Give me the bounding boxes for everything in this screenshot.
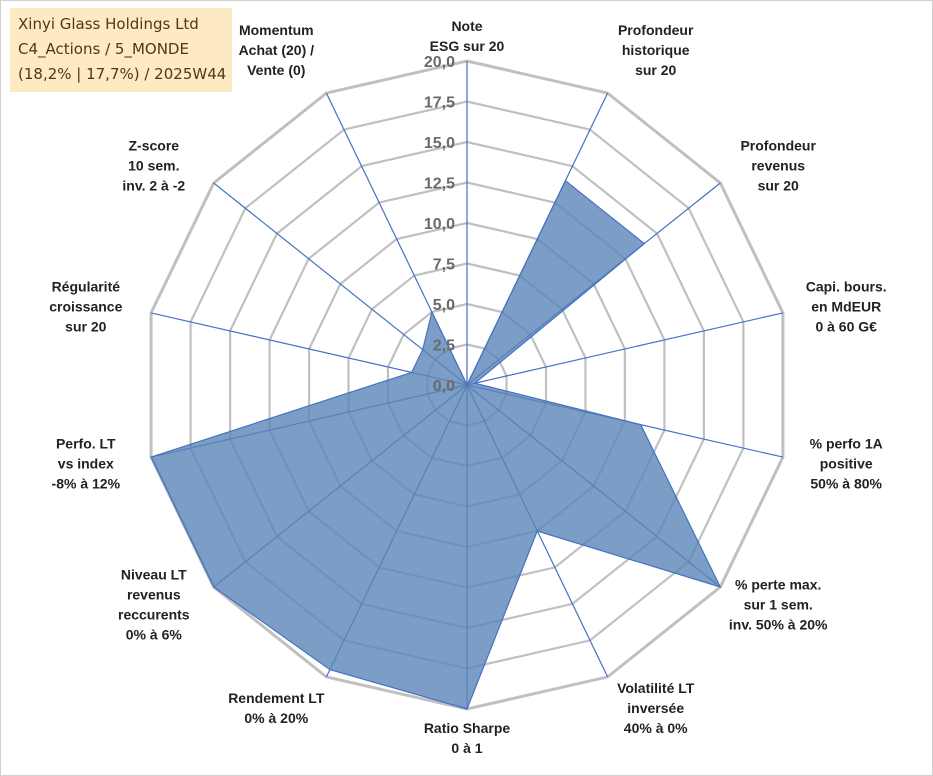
tick-label-8: 20,0 <box>424 54 455 71</box>
axis-label-6: Volatilité LT inversée 40% à 0% <box>617 680 695 736</box>
axis-label-5: % perte max. sur 1 sem. inv. 50% à 20% <box>729 577 828 633</box>
axis-label-12-line-2: inv. 2 à -2 <box>122 178 185 194</box>
axis-label-1: Profondeur historique sur 20 <box>618 22 694 78</box>
axis-label-3: Capi. bours. en MdEUR 0 à 60 G€ <box>806 279 887 335</box>
axis-label-11: Régularité croissance sur 20 <box>49 279 122 335</box>
axis-label-2-line-2: sur 20 <box>758 178 799 194</box>
axis-label-13-line-0: Momentum <box>239 22 314 38</box>
axis-label-4-line-2: 50% à 80% <box>810 475 882 491</box>
axis-label-9-line-0: Niveau LT <box>121 567 187 583</box>
series-area-0 <box>150 179 722 710</box>
axis-label-2-line-0: Profondeur <box>740 138 816 154</box>
axis-label-4: % perfo 1A positive 50% à 80% <box>810 435 883 491</box>
tick-label-0: 0,0 <box>433 378 455 395</box>
axis-label-6-line-1: inversée <box>627 700 684 716</box>
axis-label-12: Z-score 10 sem. inv. 2 à -2 <box>122 138 185 194</box>
axis-label-7-line-1: 0 à 1 <box>451 740 482 756</box>
axis-label-9-line-2: reccurents <box>118 607 190 623</box>
axis-label-12-line-0: Z-score <box>129 138 180 154</box>
axis-label-3-line-2: 0 à 60 G€ <box>815 319 877 335</box>
info-company-name: Xinyi Glass Holdings Ltd <box>18 15 199 33</box>
axis-label-6-line-2: 40% à 0% <box>624 720 688 736</box>
axis-label-1-line-1: historique <box>622 42 690 58</box>
axis-label-11-line-1: croissance <box>49 299 122 315</box>
axis-label-3-line-0: Capi. bours. <box>806 279 887 295</box>
tick-label-5: 12,5 <box>424 176 455 193</box>
axis-label-0: Note ESG sur 20 <box>430 18 505 54</box>
info-box: Xinyi Glass Holdings Ltd C4_Actions / 5_… <box>10 8 232 92</box>
axis-label-5-line-2: inv. 50% à 20% <box>729 617 828 633</box>
axis-label-11-line-2: sur 20 <box>65 319 106 335</box>
axis-label-11-line-0: Régularité <box>52 279 121 295</box>
series-layer <box>150 179 722 710</box>
axis-label-8: Rendement LT 0% à 20% <box>228 690 325 726</box>
axis-label-3-line-1: en MdEUR <box>811 299 881 315</box>
axis-label-7-line-0: Ratio Sharpe <box>424 720 511 736</box>
axis-label-13-line-1: Achat (20) / <box>239 42 315 58</box>
tick-label-6: 15,0 <box>424 135 455 152</box>
axis-label-13-line-2: Vente (0) <box>247 62 305 78</box>
axis-label-10-line-0: Perfo. LT <box>56 435 116 451</box>
axis-label-8-line-0: Rendement LT <box>228 690 325 706</box>
label-layer: Note ESG sur 20 Profondeur historique sur 20… <box>49 18 886 756</box>
axis-label-9-line-1: revenus <box>127 587 181 603</box>
axis-label-13: Momentum Achat (20) / Vente (0) <box>239 22 315 78</box>
axis-label-10: Perfo. LT vs index -8% à 12% <box>52 435 121 491</box>
axis-label-9-line-3: 0% à 6% <box>126 627 183 643</box>
tick-label-3: 7,5 <box>433 257 455 274</box>
info-performance: (18,2% | 17,7%) / 2025W44 <box>18 65 227 83</box>
axis-label-12-line-1: 10 sem. <box>128 158 179 174</box>
tick-label-4: 10,0 <box>424 216 455 233</box>
tick-label-7: 17,5 <box>424 95 455 112</box>
axis-label-5-line-1: sur 1 sem. <box>744 597 813 613</box>
axis-label-4-line-0: % perfo 1A <box>810 435 883 451</box>
info-category: C4_Actions / 5_MONDE <box>18 40 189 58</box>
axis-label-1-line-2: sur 20 <box>635 62 676 78</box>
axis-label-10-line-1: vs index <box>58 455 114 471</box>
axis-label-1-line-0: Profondeur <box>618 22 694 38</box>
axis-label-10-line-2: -8% à 12% <box>52 475 121 491</box>
axis-label-4-line-1: positive <box>820 455 873 471</box>
axis-label-2: Profondeur revenus sur 20 <box>740 138 816 194</box>
axis-label-9: Niveau LT revenus reccurents 0% à 6% <box>118 567 190 643</box>
axis-label-5-line-0: % perte max. <box>735 577 821 593</box>
tick-label-1: 2,5 <box>433 338 455 355</box>
axis-label-2-line-1: revenus <box>751 158 805 174</box>
axis-label-7: Ratio Sharpe 0 à 1 <box>424 720 511 756</box>
tick-label-2: 5,0 <box>433 297 455 314</box>
axis-label-6-line-0: Volatilité LT <box>617 680 695 696</box>
tick-layer: 0,0 2,5 5,0 7,5 10,0 12,5 15,0 17,5 20,0 <box>424 54 455 395</box>
axis-spoke-3 <box>466 312 784 386</box>
axis-label-8-line-1: 0% à 20% <box>244 710 308 726</box>
axis-label-0-line-1: ESG sur 20 <box>430 38 505 54</box>
axis-label-0-line-0: Note <box>451 18 482 34</box>
